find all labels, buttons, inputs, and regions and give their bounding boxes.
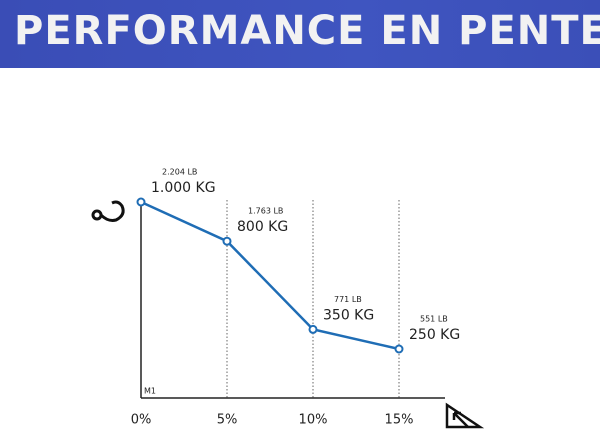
data-point bbox=[222, 236, 232, 246]
value-label: 350 KG bbox=[323, 307, 374, 323]
slope-icon bbox=[445, 402, 485, 429]
secondary-value-label: 2.204 LB bbox=[162, 168, 197, 177]
x-tick-label: 15% bbox=[385, 413, 414, 428]
value-label: 1.000 KG bbox=[151, 180, 216, 196]
x-tick-label: 5% bbox=[217, 413, 238, 428]
data-point bbox=[136, 197, 146, 207]
data-point bbox=[394, 344, 404, 354]
secondary-value-label: 771 LB bbox=[334, 295, 362, 304]
x-tick-label: 10% bbox=[299, 413, 328, 428]
header-band: PERFORMANCE EN PENTE bbox=[0, 0, 600, 68]
value-label: 800 KG bbox=[237, 219, 288, 235]
annotation: M1 bbox=[144, 387, 156, 396]
data-point bbox=[308, 324, 318, 334]
secondary-value-label: 551 LB bbox=[420, 315, 448, 324]
data-line bbox=[140, 200, 400, 351]
x-tick-label: 0% bbox=[131, 413, 152, 428]
chart-title: PERFORMANCE EN PENTE bbox=[14, 8, 600, 54]
secondary-value-label: 1.763 LB bbox=[248, 207, 283, 216]
load-icon bbox=[91, 200, 125, 222]
value-label: 250 KG bbox=[409, 327, 460, 343]
